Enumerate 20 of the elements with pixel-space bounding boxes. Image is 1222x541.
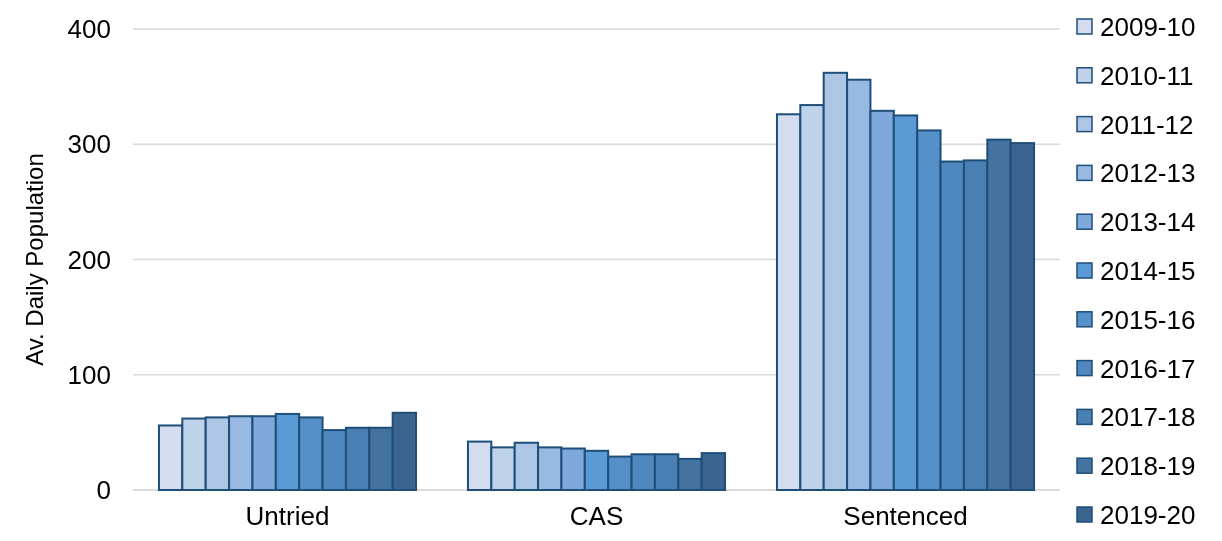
x-tick-label: CAS [569, 501, 624, 531]
y-tick-label: 100 [67, 359, 111, 390]
legend-label: 2013-14 [1100, 207, 1196, 238]
legend-label: 2016-17 [1100, 353, 1196, 384]
legend-label: 2010-11 [1100, 60, 1194, 91]
x-tick-label: Untried [245, 501, 330, 531]
y-tick-label: 200 [67, 244, 111, 275]
legend-label: 2012-13 [1100, 158, 1196, 189]
x-tick-label: Sentenced [843, 501, 968, 531]
legend-label: 2009-10 [1100, 12, 1196, 42]
legend-label: 2011-12 [1100, 109, 1194, 140]
y-tick-label: 0 [96, 475, 111, 505]
legend-label: 2018-19 [1100, 451, 1196, 482]
y-tick-label: 300 [67, 129, 111, 160]
legend-label: 2015-16 [1100, 304, 1196, 335]
y-axis-title: Av. Daily Population [20, 153, 48, 366]
legend-label: 2019-20 [1100, 500, 1196, 530]
legend-label: 2014-15 [1100, 256, 1196, 286]
legend-label: 2017-18 [1100, 402, 1196, 433]
y-tick-label: 400 [67, 14, 111, 44]
